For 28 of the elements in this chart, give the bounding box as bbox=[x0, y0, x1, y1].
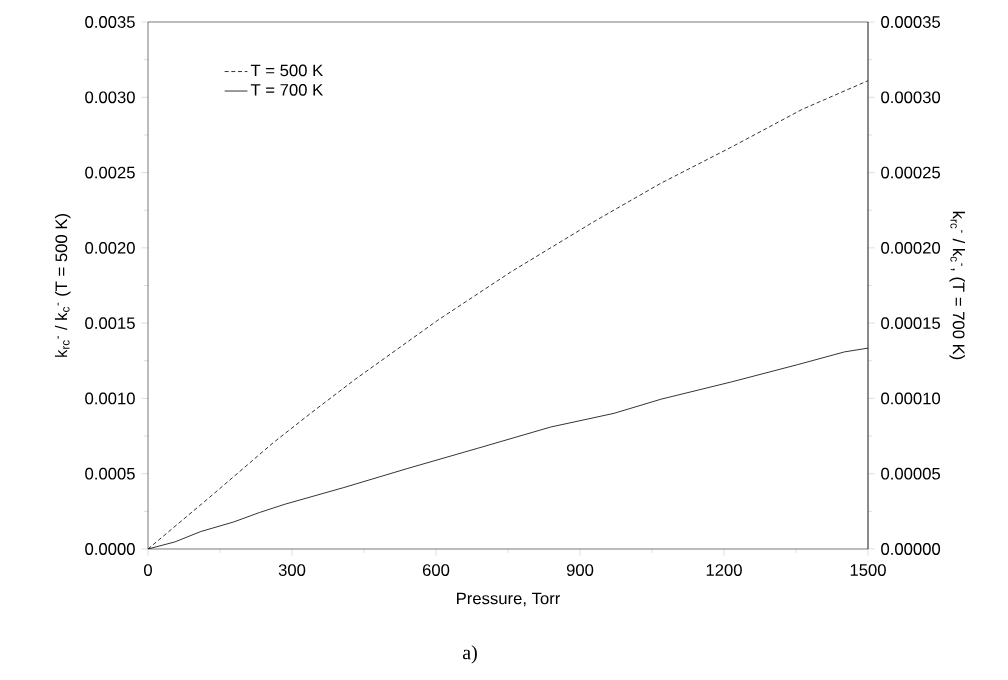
y2-tick-label: 0.00020 bbox=[881, 241, 941, 254]
y2-tick-label: 0.00000 bbox=[881, 543, 941, 555]
y-tick-label: 0.0035 bbox=[85, 16, 135, 28]
text: a) bbox=[462, 645, 477, 664]
x-tick-label: 1500 bbox=[850, 564, 886, 576]
y2-tick-label: 0.00035 bbox=[881, 16, 941, 28]
y2-tick-label: 0.00030 bbox=[881, 91, 941, 104]
y-tick-label: 0.0005 bbox=[85, 467, 135, 480]
y2-axis-title: k$_{rc}$$^{-}$ / k$_{c}$$^{-}$, (T = 700 K) bbox=[949, 211, 965, 360]
y2-tick-label: 0.00015 bbox=[881, 317, 941, 330]
legend-label: T = 700 K bbox=[250, 83, 324, 96]
y-tick-label: 0.0020 bbox=[85, 241, 135, 254]
y-tick-label: 0.0015 bbox=[85, 317, 135, 330]
x-tick-label: 600 bbox=[422, 564, 450, 576]
y-tick-label: 0.0010 bbox=[85, 392, 135, 405]
x-axis-title: Pressure, Torr bbox=[457, 592, 561, 607]
x-tick-label: 1200 bbox=[706, 564, 742, 576]
y2-tick-label: 0.00010 bbox=[881, 392, 941, 405]
x-tick-label: 900 bbox=[566, 564, 594, 576]
y-axis-title: k$_{rc}$$^{-}$ / k$_{c}$$^{-}$ (T = 500 K) bbox=[54, 214, 71, 357]
legend-label: T = 500 K bbox=[250, 64, 324, 77]
y-tick-label: 0.0030 bbox=[85, 91, 135, 104]
y-tick-label: 0.0000 bbox=[85, 543, 135, 555]
x-tick-label: 0 bbox=[144, 564, 152, 576]
y2-tick-label: 0.00025 bbox=[881, 166, 941, 179]
x-tick-label: 300 bbox=[278, 564, 306, 576]
y-tick-label: 0.0025 bbox=[85, 166, 135, 179]
y2-tick-label: 0.00005 bbox=[881, 467, 941, 480]
